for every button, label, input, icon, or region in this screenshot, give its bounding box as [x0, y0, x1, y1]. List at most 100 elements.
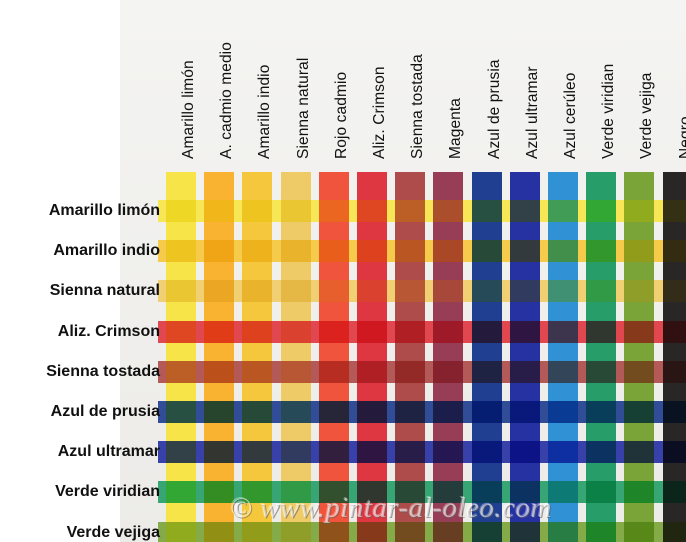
mix-swatch	[280, 481, 311, 504]
column-strip-verde-viridian	[586, 172, 617, 542]
mix-swatch	[586, 481, 617, 504]
column-label-azul-ultramar: Azul ultramar	[510, 0, 541, 170]
column-strip-magenta	[433, 172, 464, 542]
mix-swatch	[433, 280, 464, 303]
mix-swatch	[357, 481, 387, 504]
mix-swatch	[433, 521, 464, 542]
mix-swatch	[280, 441, 311, 464]
column-label-magenta: Magenta	[433, 0, 464, 170]
mix-swatch	[586, 320, 617, 343]
mix-swatch	[509, 481, 540, 504]
mix-swatch	[395, 200, 426, 222]
mix-swatch	[318, 481, 349, 504]
column-label-rojo-cadmio: Rojo cadmio	[319, 0, 350, 170]
watermark-text: © www.pintar-al-oleo.com	[230, 492, 553, 524]
mix-swatch	[662, 360, 686, 383]
column-label-text: Verde viridian	[600, 63, 618, 159]
column-strip-verde-vejiga	[624, 172, 655, 542]
column-label-text: Azul ultramar	[523, 66, 541, 159]
mix-swatch	[624, 360, 655, 383]
mix-swatch	[318, 441, 349, 464]
row-label-amarillo-indio: Amarillo indio	[53, 242, 160, 260]
column-label-amarillo-limon: Amarillo limón	[166, 0, 197, 170]
mix-swatch	[509, 200, 540, 222]
mix-swatch	[662, 401, 686, 423]
mix-swatch	[242, 240, 273, 263]
mix-swatch	[586, 360, 617, 383]
mix-swatch	[433, 200, 464, 222]
mix-swatch	[204, 401, 235, 423]
mix-swatch	[242, 441, 273, 464]
mix-swatch	[509, 280, 540, 303]
mix-swatch	[395, 401, 426, 423]
column-strip-a-cadmio-medio	[204, 172, 235, 542]
column-strip-amarillo-limon	[166, 172, 196, 542]
column-strip-sienna-tostada	[395, 172, 426, 542]
mix-swatch	[624, 200, 655, 222]
mix-swatch	[548, 200, 578, 222]
column-label-negro: Negro	[663, 0, 686, 170]
mix-swatch	[471, 320, 502, 343]
mix-swatch	[548, 401, 578, 423]
mix-swatch	[242, 280, 273, 303]
mix-swatch	[166, 360, 196, 383]
mix-swatch	[548, 320, 578, 343]
mix-swatch	[624, 481, 655, 504]
mix-swatch	[395, 441, 426, 464]
mix-swatch	[433, 240, 464, 263]
column-label-sienna-natural: Sienna natural	[281, 0, 312, 170]
mix-swatch	[242, 521, 273, 542]
row-label-aliz-crimson: Aliz. Crimson	[57, 322, 160, 340]
mix-swatch	[318, 200, 349, 222]
column-label-text: Verde vejiga	[638, 72, 656, 159]
mix-swatch	[166, 240, 196, 263]
mix-swatch	[586, 200, 617, 222]
mix-swatch	[509, 441, 540, 464]
mix-swatch	[662, 200, 686, 222]
mix-swatch	[624, 280, 655, 303]
mix-swatch	[471, 240, 502, 263]
column-label-text: Azul de prusia	[485, 59, 503, 159]
mix-swatch	[624, 320, 655, 343]
mix-swatch	[433, 481, 464, 504]
mix-swatch	[471, 401, 502, 423]
mix-swatch	[166, 521, 196, 542]
mix-swatch	[433, 320, 464, 343]
mix-swatch	[586, 280, 617, 303]
mix-swatch	[242, 200, 273, 222]
mix-swatch	[280, 401, 311, 423]
mix-swatch	[280, 360, 311, 383]
mix-swatch	[166, 401, 196, 423]
mix-swatch	[204, 280, 235, 303]
mix-swatch	[548, 481, 578, 504]
column-strip-azul-ceruleo	[548, 172, 578, 542]
column-strip-azul-de-prusia	[471, 172, 502, 542]
column-label-verde-vejiga: Verde vejiga	[624, 0, 656, 170]
column-strip-amarillo-indio	[242, 172, 273, 542]
mix-swatch	[509, 360, 540, 383]
row-label-sienna-tostada: Sienna tostada	[46, 362, 160, 380]
mix-swatch	[548, 240, 578, 263]
mix-swatch	[586, 240, 617, 263]
mix-swatch	[624, 521, 655, 542]
mix-swatch	[242, 481, 273, 504]
mix-swatch	[204, 200, 235, 222]
mix-swatch	[395, 360, 426, 383]
mix-swatch	[624, 401, 655, 423]
mix-swatch	[204, 481, 235, 504]
mix-swatch	[662, 320, 686, 343]
mix-swatch	[166, 441, 196, 464]
mix-swatch	[204, 360, 235, 383]
column-label-azul-de-prusia: Azul de prusia	[472, 0, 503, 170]
mix-swatch	[166, 481, 196, 504]
mix-swatch	[509, 401, 540, 423]
mix-swatch	[395, 240, 426, 263]
mix-swatch	[204, 441, 235, 464]
mix-swatch	[204, 521, 235, 542]
mix-swatch	[433, 441, 464, 464]
mix-swatch	[357, 200, 387, 222]
mix-swatch	[280, 200, 311, 222]
mix-swatch	[586, 441, 617, 464]
